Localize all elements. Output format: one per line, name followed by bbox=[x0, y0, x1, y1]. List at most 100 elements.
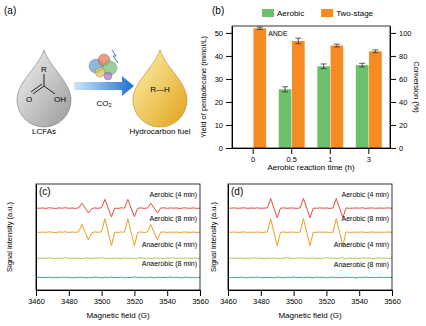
series-label: Aerobic (8 min) bbox=[150, 215, 197, 223]
x-axis: 0 0.5 1 3 bbox=[233, 148, 391, 164]
error-cap bbox=[372, 52, 378, 53]
plot-marks bbox=[36, 199, 200, 278]
tick: 3500 bbox=[286, 290, 303, 306]
tick-mark bbox=[390, 125, 396, 126]
tick-label: 30 bbox=[215, 75, 223, 84]
annotation: ANDE bbox=[268, 30, 288, 37]
bond bbox=[31, 84, 42, 92]
figure: (a)ROOHLCFAsCO₂R—HHydrocarbon fuel00.513… bbox=[0, 0, 426, 326]
axis-title: Signal intensity (a.u.) bbox=[209, 201, 218, 272]
tick-label: 0 bbox=[219, 144, 223, 153]
atom-label: O bbox=[26, 95, 32, 104]
legend: AerobicTwo-stage bbox=[262, 9, 374, 18]
spectrum-line bbox=[228, 258, 392, 259]
tick-mark bbox=[167, 290, 168, 296]
light-bolt bbox=[112, 50, 118, 63]
panel-label: (c) bbox=[39, 186, 51, 197]
tick-mark bbox=[326, 290, 327, 296]
axis-line bbox=[233, 148, 391, 149]
tick-label: 40 bbox=[215, 52, 223, 61]
tick: 3560 bbox=[384, 290, 401, 306]
tick-label: 3500 bbox=[286, 297, 303, 306]
bar bbox=[317, 66, 330, 148]
axis-title: Conversion (%) bbox=[412, 61, 421, 113]
figure-svg: (a)ROOHLCFAsCO₂R—HHydrocarbon fuel00.513… bbox=[0, 0, 426, 326]
error-cap bbox=[321, 63, 327, 64]
tick-label: 60 bbox=[399, 75, 407, 84]
tick-mark bbox=[390, 56, 396, 57]
axis: 020406080100 bbox=[390, 27, 412, 153]
series-label: Anaerobic (4 min) bbox=[334, 241, 389, 249]
tick-label: 40 bbox=[399, 98, 407, 107]
tick-mark bbox=[291, 148, 292, 154]
axis-title: Magnetic field (G) bbox=[86, 311, 149, 320]
axis-line bbox=[232, 27, 233, 149]
tick: 3520 bbox=[319, 290, 336, 306]
error-cap bbox=[295, 43, 301, 44]
error-cap bbox=[334, 44, 340, 45]
tick-mark bbox=[390, 79, 396, 80]
error-line bbox=[362, 63, 363, 67]
legend-swatch bbox=[321, 9, 333, 17]
spectrum-line bbox=[228, 277, 392, 278]
error-bar bbox=[295, 38, 301, 44]
error-cap bbox=[321, 68, 327, 69]
caption: LCFAs bbox=[32, 127, 56, 136]
tick: 40 bbox=[390, 98, 407, 107]
tick-mark bbox=[226, 148, 232, 149]
error-line bbox=[285, 87, 286, 92]
tick-label: 0 bbox=[251, 155, 255, 164]
tick-label: 3460 bbox=[220, 297, 237, 306]
tick-label: 3540 bbox=[351, 297, 368, 306]
tick-mark bbox=[390, 102, 396, 103]
error-line bbox=[323, 64, 324, 69]
error-cap bbox=[257, 29, 263, 30]
tick-mark bbox=[36, 290, 37, 296]
spectrum-line bbox=[36, 199, 200, 216]
error-cap bbox=[372, 49, 378, 50]
tick-mark bbox=[390, 33, 396, 34]
axis-title: Signal intensity (a.u.) bbox=[5, 201, 14, 272]
tick: 3540 bbox=[351, 290, 368, 306]
substrate-drop bbox=[17, 50, 71, 127]
axis-line bbox=[390, 27, 391, 149]
tick: 20 bbox=[390, 121, 407, 130]
bond bbox=[33, 86, 44, 94]
error-cap bbox=[334, 46, 340, 47]
tick-label: 80 bbox=[399, 52, 407, 61]
axis-line bbox=[229, 290, 393, 291]
panel-label: (d) bbox=[231, 186, 243, 197]
error-bar bbox=[359, 63, 365, 67]
tick-mark bbox=[390, 148, 396, 149]
bond bbox=[44, 74, 45, 86]
tick-mark bbox=[368, 148, 369, 154]
tick-mark bbox=[294, 290, 295, 296]
tick: 0.5 bbox=[287, 148, 297, 164]
tick-mark bbox=[226, 33, 232, 34]
tick: 3500 bbox=[94, 290, 111, 306]
tick: 3480 bbox=[253, 290, 270, 306]
error-bar bbox=[321, 64, 327, 69]
enzyme bbox=[104, 72, 112, 80]
tick: 3 bbox=[367, 148, 371, 164]
error-cap bbox=[359, 66, 365, 67]
spectrum-line bbox=[36, 258, 200, 259]
axis-line bbox=[37, 290, 201, 291]
tick: 20 bbox=[215, 98, 232, 107]
tick-label: 3460 bbox=[28, 297, 45, 306]
error-cap bbox=[257, 27, 263, 28]
error-line bbox=[375, 50, 376, 53]
tick: 30 bbox=[215, 75, 232, 84]
reaction-arrow bbox=[74, 76, 134, 96]
bar bbox=[279, 89, 292, 148]
tick: 0 bbox=[390, 144, 403, 153]
line-chart: 346034803500352035403560Aerobic (4 min)A… bbox=[5, 184, 209, 320]
error-line bbox=[298, 38, 299, 44]
tick-mark bbox=[69, 290, 70, 296]
series-label: Anaerobic (8 min) bbox=[142, 260, 197, 268]
tick: 60 bbox=[390, 75, 407, 84]
tick: 1 bbox=[328, 148, 332, 164]
tick-mark bbox=[226, 79, 232, 80]
product-formula: R—H bbox=[150, 85, 170, 94]
tick-mark bbox=[102, 290, 103, 296]
